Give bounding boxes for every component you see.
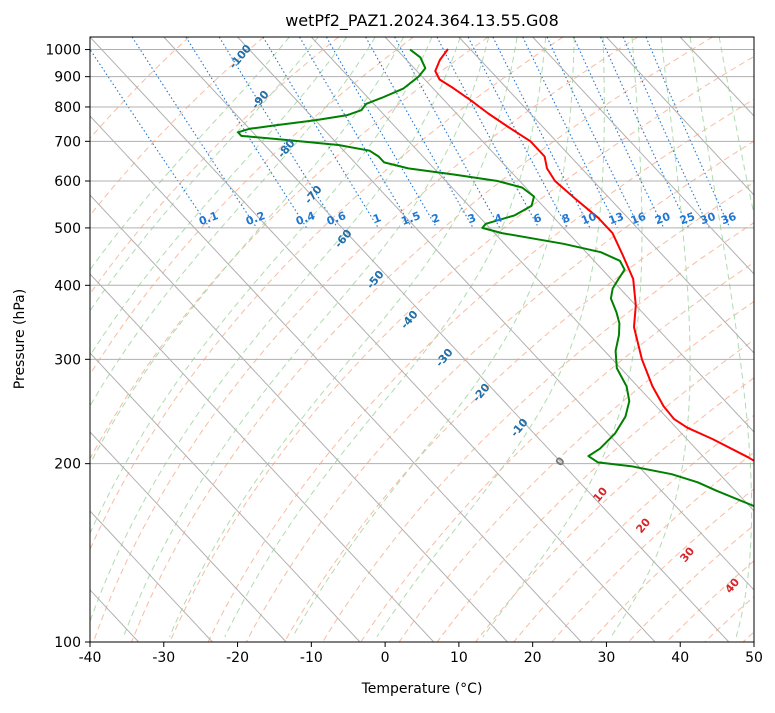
y-tick-label: 1000 [45,43,81,59]
x-tick-label: -40 [79,650,102,666]
x-tick-label: 40 [671,650,689,666]
y-tick-label: 500 [54,221,81,237]
chart-title: wetPf2_PAZ1.2024.364.13.55.G08 [285,11,559,31]
y-tick-label: 600 [54,174,81,190]
x-tick-label: 10 [450,650,468,666]
x-tick-label: -30 [152,650,175,666]
x-tick-label: -20 [226,650,249,666]
y-tick-label: 900 [54,70,81,86]
y-axis-label: Pressure (hPa) [12,289,28,389]
y-tick-label: 700 [54,134,81,150]
x-tick-label: 50 [745,650,763,666]
y-tick-label: 100 [54,635,81,651]
y-tick-label: 300 [54,352,81,368]
x-tick-label: 30 [598,650,616,666]
y-tick-label: 400 [54,278,81,294]
x-tick-label: 20 [524,650,542,666]
x-tick-label: 0 [381,650,390,666]
x-tick-label: -10 [300,650,323,666]
x-axis-label: Temperature (°C) [361,681,483,697]
y-tick-label: 800 [54,100,81,116]
y-tick-label: 200 [54,457,81,473]
